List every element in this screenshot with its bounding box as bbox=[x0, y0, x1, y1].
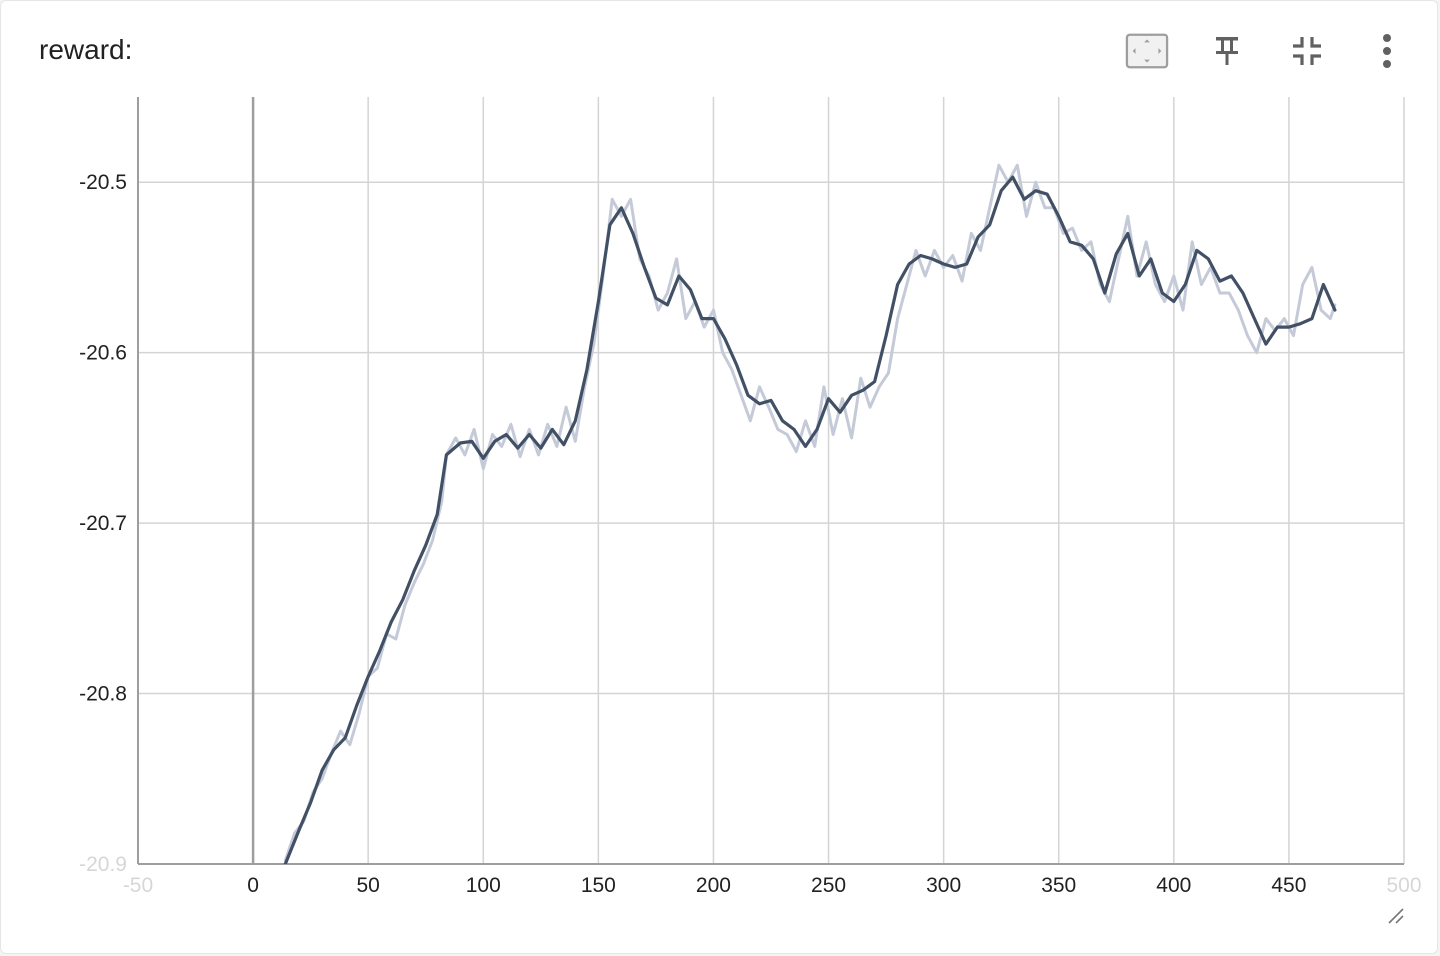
fit-domain-button[interactable] bbox=[1125, 29, 1169, 73]
x-tick-label: 500 bbox=[1386, 874, 1421, 897]
y-tick-label: -20.9 bbox=[79, 853, 127, 876]
fit-domain-icon bbox=[1125, 33, 1169, 69]
x-tick-label: 0 bbox=[247, 874, 259, 897]
x-tick-label: 250 bbox=[811, 874, 846, 897]
x-tick-label: 200 bbox=[696, 874, 731, 897]
x-tick-label: 300 bbox=[926, 874, 961, 897]
pin-icon bbox=[1216, 37, 1238, 65]
more-vert-icon bbox=[1383, 34, 1391, 68]
resize-handle[interactable] bbox=[1388, 908, 1404, 924]
raw-series-line bbox=[283, 163, 1337, 863]
y-tick-label: -20.8 bbox=[79, 683, 127, 706]
x-tick-label: 50 bbox=[357, 874, 380, 897]
y-tick-label: -20.7 bbox=[79, 512, 127, 535]
smoothed-series-line bbox=[283, 175, 1337, 864]
y-tick-label: -20.6 bbox=[79, 342, 127, 365]
x-tick-label: 100 bbox=[466, 874, 501, 897]
more-options-button[interactable] bbox=[1365, 29, 1409, 73]
x-tick-label: 400 bbox=[1156, 874, 1191, 897]
x-tick-label: 350 bbox=[1041, 874, 1076, 897]
x-tick-label: 150 bbox=[581, 874, 616, 897]
collapse-button[interactable] bbox=[1285, 29, 1329, 73]
x-tick-label: 450 bbox=[1271, 874, 1306, 897]
collapse-icon bbox=[1293, 37, 1321, 65]
card-toolbar bbox=[1125, 27, 1409, 75]
y-tick-label: -20.5 bbox=[79, 171, 127, 194]
card-title: reward: bbox=[39, 34, 133, 65]
x-tick-label: -50 bbox=[123, 874, 153, 897]
pin-button[interactable] bbox=[1205, 29, 1249, 73]
